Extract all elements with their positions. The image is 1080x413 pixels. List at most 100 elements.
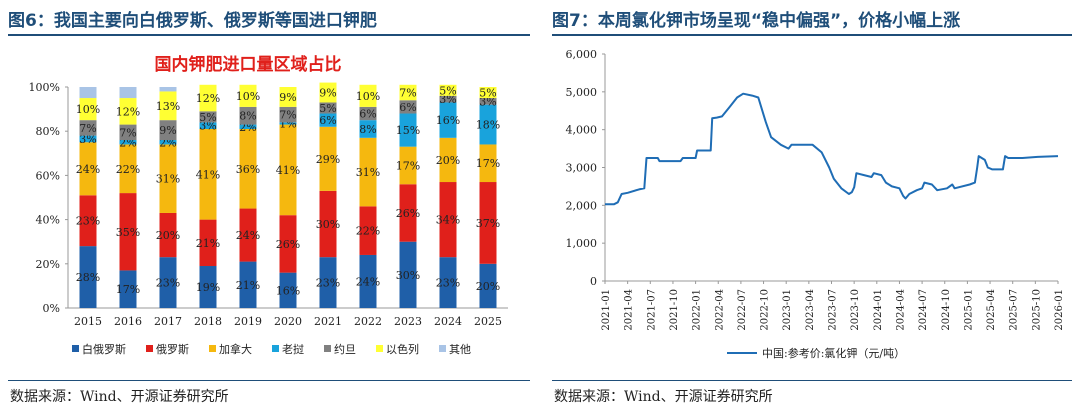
legend-label: 加拿大	[219, 342, 252, 356]
data-label: 3%	[479, 95, 496, 108]
data-label: 7%	[279, 109, 296, 122]
data-label: 35%	[116, 226, 140, 239]
x-tick-label: 2024-07	[918, 289, 929, 331]
x-tick-label: 2026-01	[1054, 289, 1065, 331]
data-label: 23%	[76, 215, 100, 228]
data-label: 29%	[316, 153, 340, 166]
bar-segment-老挝	[199, 122, 217, 129]
bar-segment-俄罗斯	[359, 206, 377, 255]
x-tick-label: 2025-10	[1031, 289, 1042, 331]
bar-segment-约旦	[439, 95, 457, 103]
y-tick-label: 0	[590, 275, 597, 288]
x-tick-label: 2023	[394, 315, 422, 328]
x-tick-label: 2023-07	[828, 289, 839, 331]
data-label: 16%	[276, 284, 300, 297]
bar-segment-以色列	[79, 98, 97, 121]
x-tick-label: 2023-10	[850, 289, 861, 331]
bar-segment-以色列	[279, 87, 297, 107]
bar-segment-以色列	[399, 84, 417, 101]
data-label: 8%	[239, 110, 256, 123]
bar-segment-其他	[79, 87, 97, 99]
bar-segment-以色列	[119, 98, 137, 125]
x-tick-label: 2022-10	[760, 289, 771, 331]
bar-segment-俄罗斯	[79, 195, 97, 247]
data-label: 8%	[359, 123, 376, 136]
bar-segment-老挝	[239, 124, 257, 129]
right-title-rule	[552, 34, 1072, 36]
data-label: 13%	[156, 100, 180, 113]
x-tick-label: 2021-01	[601, 289, 612, 331]
x-tick-label: 2022-07	[737, 289, 748, 331]
y-tick-label: 0%	[43, 302, 60, 315]
legend-swatch-以色列	[376, 345, 383, 352]
data-label: 19%	[196, 281, 220, 294]
data-label: 41%	[196, 168, 220, 181]
data-label: 17%	[116, 283, 140, 296]
y-tick-label: 6,000	[566, 48, 598, 61]
x-tick-label: 2021-04	[624, 289, 635, 331]
x-tick-label: 2024-04	[895, 289, 906, 331]
data-label: 9%	[319, 87, 336, 100]
y-tick-label: 60%	[36, 169, 60, 182]
x-tick-label: 2025-01	[963, 289, 974, 331]
x-tick-label: 2023-04	[805, 289, 816, 331]
bar-segment-白俄罗斯	[119, 270, 137, 308]
x-tick-label: 2021-07	[646, 289, 657, 331]
data-label: 15%	[396, 124, 420, 137]
data-label: 7%	[79, 122, 96, 135]
legend-label: 以色列	[386, 342, 419, 356]
bar-segment-俄罗斯	[319, 190, 337, 258]
data-label: 23%	[156, 277, 180, 290]
x-tick-label: 2025-04	[986, 289, 997, 331]
data-label: 34%	[436, 214, 460, 227]
left-figure-title: 图6：我国主要向白俄罗斯、俄罗斯等国进口钾肥	[8, 11, 377, 31]
bar-segment-白俄罗斯	[359, 254, 377, 308]
data-label: 21%	[236, 279, 260, 292]
x-tick-label: 2022	[354, 315, 382, 328]
bar-segment-俄罗斯	[279, 215, 297, 273]
legend-label: 约旦	[334, 343, 356, 356]
x-tick-label: 2024	[434, 315, 462, 328]
x-tick-label: 2024-01	[873, 289, 884, 331]
data-label: 24%	[356, 275, 380, 288]
x-tick-label: 2022-04	[714, 289, 725, 331]
data-label: 12%	[116, 105, 140, 118]
data-label: 22%	[356, 225, 380, 238]
data-label: 16%	[436, 114, 460, 127]
bar-segment-以色列	[439, 84, 457, 96]
data-label: 28%	[76, 271, 100, 284]
data-label: 24%	[236, 229, 260, 242]
x-tick-label: 2020	[274, 315, 302, 328]
bar-segment-加拿大	[439, 137, 457, 183]
bar-segment-加拿大	[359, 137, 377, 207]
data-label: 5%	[439, 84, 456, 97]
bar-segment-俄罗斯	[239, 208, 257, 262]
stacked-bar-chart: 国内钾肥进口量区域占比 0% 20% 40% 60% 80% 100% 28% 23% 24%…	[29, 54, 508, 356]
data-label: 9%	[279, 91, 296, 104]
data-label: 17%	[476, 157, 500, 170]
bar-segment-约旦	[119, 124, 137, 141]
bar-segment-其他	[119, 87, 137, 99]
data-label: 10%	[236, 90, 260, 103]
bar-segment-俄罗斯	[399, 184, 417, 242]
bar-segment-老挝	[439, 102, 457, 138]
data-label: 30%	[316, 218, 340, 231]
data-label: 7%	[119, 126, 136, 139]
bar-segment-加拿大	[79, 142, 97, 196]
data-label: 24%	[76, 163, 100, 176]
bar-segment-白俄罗斯	[439, 257, 457, 308]
bar-segment-加拿大	[319, 126, 337, 191]
bar-segment-老挝	[159, 140, 177, 145]
data-label: 3%	[79, 133, 96, 146]
data-label: 23%	[316, 277, 340, 290]
bar-segment-白俄罗斯	[79, 246, 97, 308]
x-tick-label: 2015	[74, 315, 102, 328]
y-tick-label: 5,000	[566, 86, 598, 99]
x-tick-label: 2019	[234, 315, 262, 328]
y-tick-label: 100%	[29, 81, 60, 94]
bar-segment-约旦	[399, 100, 417, 114]
x-tick-label: 2025	[474, 315, 502, 328]
bar-segment-以色列	[479, 87, 497, 99]
data-label: 20%	[476, 280, 500, 293]
x-tick-label: 2016	[114, 315, 142, 328]
